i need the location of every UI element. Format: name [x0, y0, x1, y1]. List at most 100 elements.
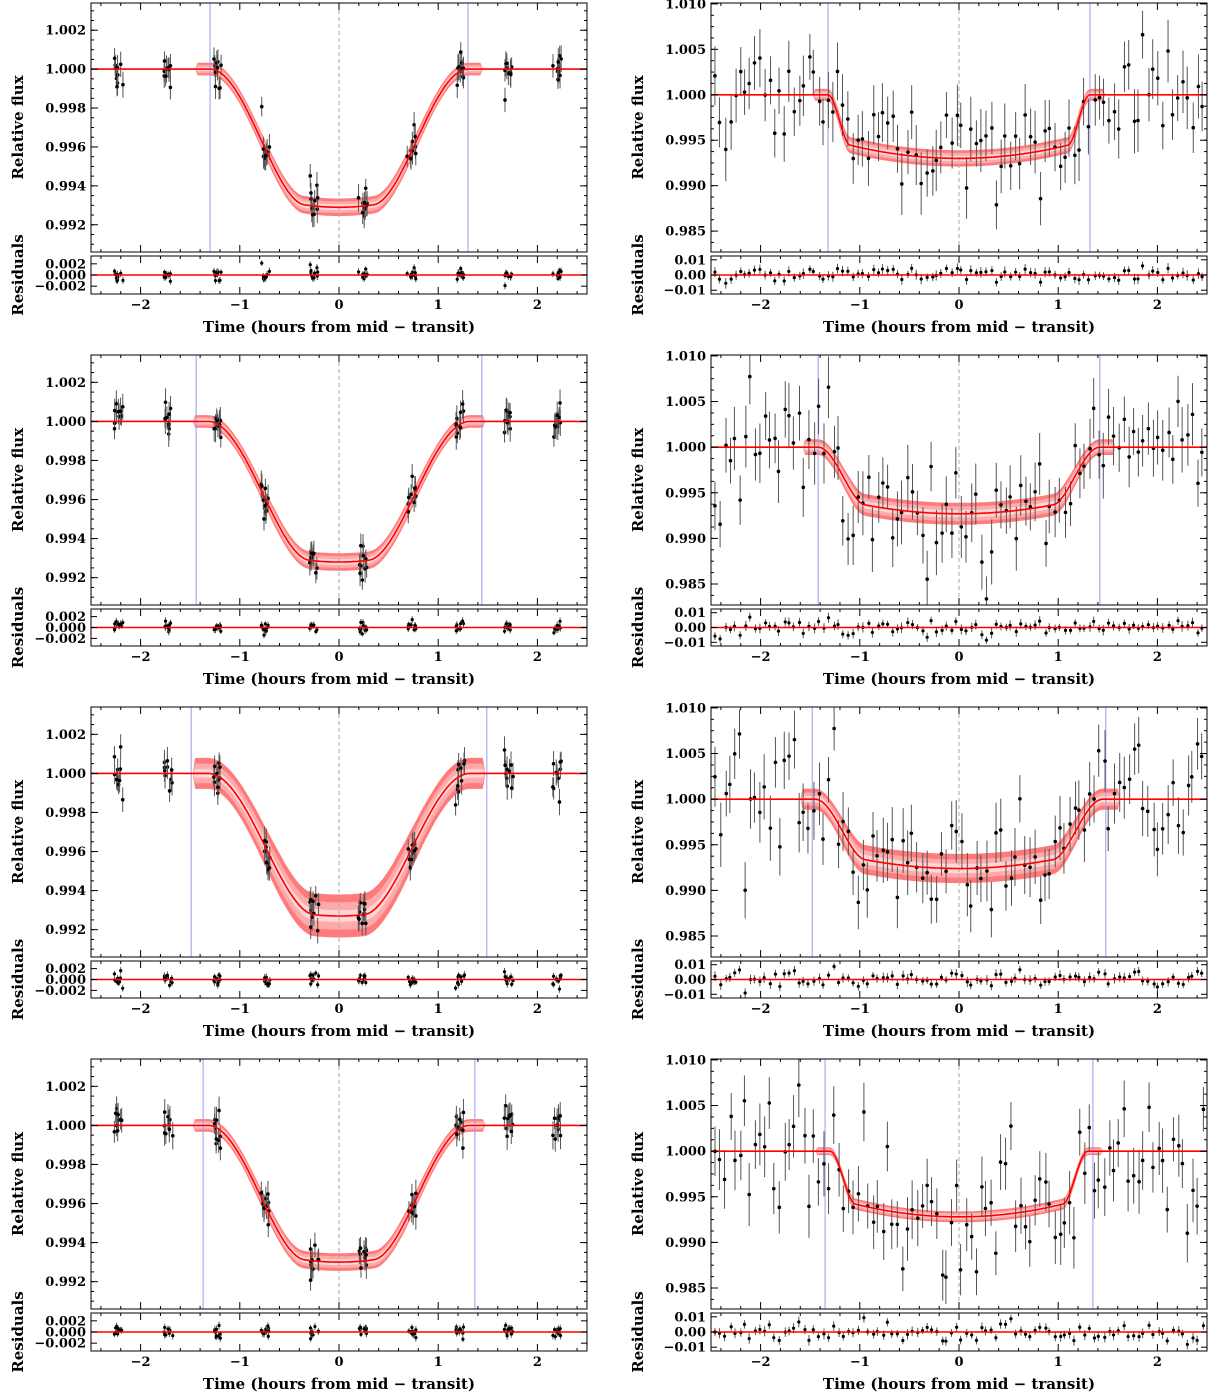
- residual-point: [1063, 628, 1068, 632]
- residual-point: [768, 982, 772, 986]
- data-point: [1166, 49, 1170, 53]
- residual-point: [214, 1327, 219, 1331]
- data-point: [1160, 826, 1165, 831]
- data-point: [1092, 797, 1096, 801]
- residual-point: [1156, 270, 1160, 275]
- residual-point: [778, 984, 782, 989]
- residual-point: [1190, 621, 1195, 625]
- residual-point: [929, 619, 933, 623]
- data-point: [787, 754, 791, 758]
- data-point: [212, 764, 217, 769]
- data-point: [1136, 743, 1141, 747]
- data-point: [1117, 780, 1122, 785]
- data-point: [1008, 163, 1013, 168]
- residuals-axis-label: Residuals: [629, 1291, 647, 1372]
- data-point: [954, 471, 958, 475]
- data-point: [1028, 1239, 1032, 1244]
- data-point: [713, 74, 717, 78]
- res-y-tick-label: 0.01: [674, 958, 706, 973]
- data-point: [1116, 1141, 1121, 1145]
- residual-point: [1096, 1334, 1100, 1338]
- data-point: [1091, 406, 1096, 411]
- data-point: [216, 785, 220, 790]
- residual-point: [758, 267, 762, 272]
- y-tick-label: 0.996: [45, 493, 86, 508]
- data-point: [806, 826, 810, 831]
- data-point: [1160, 1158, 1165, 1163]
- residual-point: [413, 623, 417, 628]
- residual-point: [316, 983, 320, 987]
- data-point: [1186, 783, 1191, 788]
- data-point: [787, 413, 791, 418]
- y-tick-label: 0.992: [45, 218, 86, 233]
- data-point: [259, 1191, 264, 1195]
- residual-point: [461, 619, 465, 623]
- data-point: [994, 203, 999, 207]
- residual-point: [1190, 974, 1194, 978]
- data-point: [315, 183, 319, 188]
- data-point: [358, 1246, 363, 1250]
- data-point: [723, 147, 728, 152]
- data-point: [808, 55, 812, 59]
- data-point: [778, 845, 782, 849]
- data-point: [511, 774, 515, 779]
- y-tick-label: 0.996: [45, 1197, 86, 1212]
- data-point: [1146, 426, 1151, 431]
- model-curve: [711, 94, 1207, 160]
- data-point: [890, 536, 895, 540]
- residual-point: [219, 270, 223, 274]
- data-point: [801, 485, 806, 490]
- residual-point: [939, 271, 943, 275]
- chart-panel-row2-right: 0.9850.9900.9951.0001.0051.010−0.010.000…: [629, 349, 1208, 688]
- residual-point: [1155, 985, 1160, 989]
- residual-point: [929, 1328, 934, 1332]
- residual-point: [414, 277, 418, 281]
- data-point: [360, 210, 365, 215]
- data-point: [909, 110, 914, 114]
- data-point: [112, 754, 117, 759]
- x-tick-label: −1: [850, 650, 870, 665]
- y-tick-label: 1.000: [665, 88, 706, 103]
- data-point: [1073, 806, 1078, 810]
- residual-point: [316, 270, 320, 274]
- residual-point: [412, 266, 416, 270]
- residual-point: [935, 982, 939, 986]
- data-point: [168, 85, 173, 90]
- residual-point: [909, 973, 913, 977]
- y-tick-label: 0.995: [665, 1190, 706, 1205]
- y-tick-label: 0.998: [45, 102, 86, 117]
- y-tick-label: 0.996: [45, 140, 86, 155]
- residual-point: [119, 271, 123, 275]
- data-point: [1150, 67, 1155, 72]
- data-point: [836, 446, 840, 450]
- data-point: [747, 81, 751, 86]
- data-point: [773, 436, 777, 441]
- data-point: [454, 435, 459, 439]
- x-axis-label: Time (hours from mid − transit): [203, 670, 475, 688]
- data-point: [871, 1220, 876, 1224]
- data-point: [1106, 826, 1110, 831]
- residual-point: [510, 982, 514, 987]
- residual-point: [1009, 979, 1014, 983]
- data-point: [214, 1118, 219, 1122]
- residual-point: [113, 622, 117, 626]
- x-tick-label: −2: [131, 650, 151, 665]
- data-point: [458, 410, 463, 415]
- residual-point: [1059, 276, 1063, 280]
- residual-point: [1191, 278, 1195, 282]
- residual-point: [216, 981, 220, 985]
- residual-point: [1133, 970, 1137, 974]
- x-axis-label: Time (hours from mid − transit): [823, 1375, 1095, 1393]
- chart-panel-row4-right: 0.9850.9900.9951.0001.0051.010−0.010.000…: [629, 1053, 1208, 1393]
- y-tick-label: 1.002: [45, 1080, 86, 1095]
- data-point: [1161, 123, 1165, 128]
- data-point: [816, 1180, 821, 1184]
- data-point: [744, 434, 748, 439]
- data-point: [752, 61, 757, 65]
- data-point: [456, 790, 461, 794]
- residual-point: [456, 980, 460, 984]
- residual-point: [458, 1327, 462, 1331]
- residual-point: [885, 976, 890, 980]
- residual-point: [310, 623, 314, 627]
- data-point: [1018, 797, 1022, 801]
